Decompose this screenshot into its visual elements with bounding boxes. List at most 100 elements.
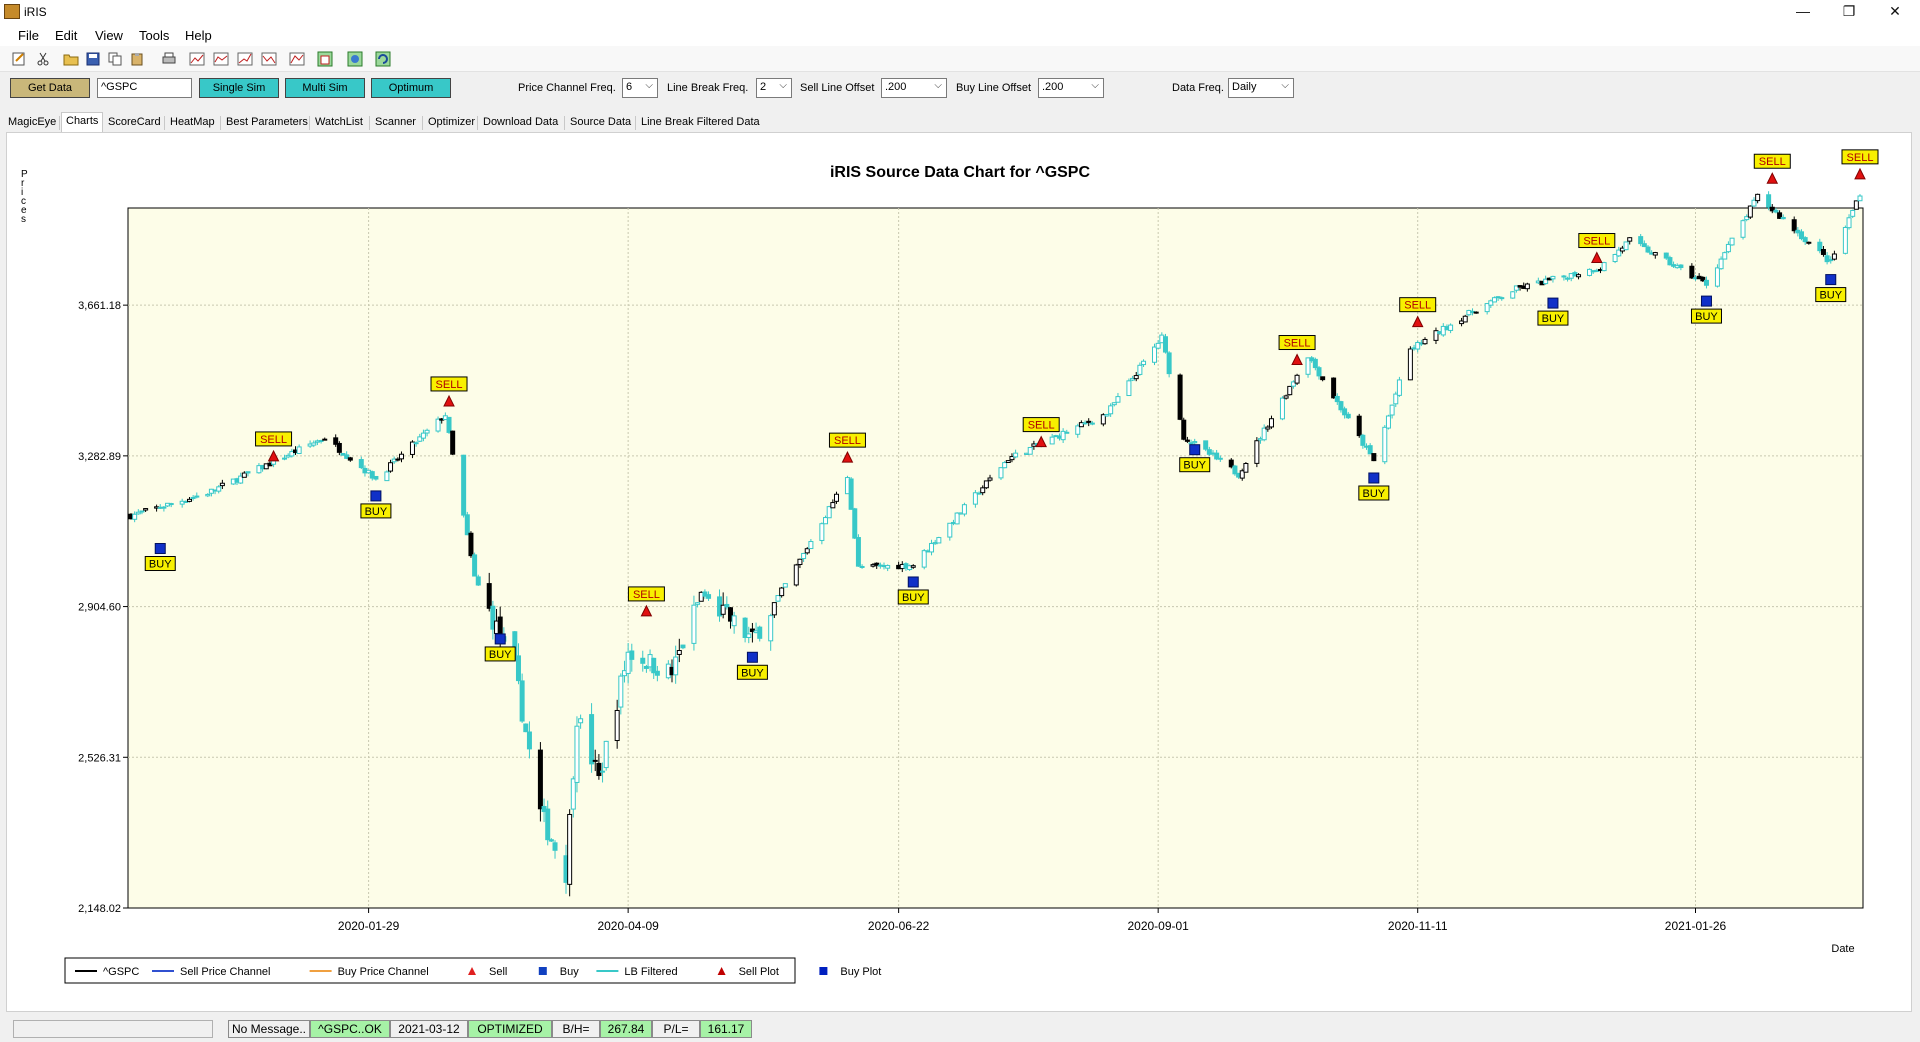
tab-best-parameters[interactable]: Best Parameters bbox=[226, 116, 308, 128]
optimum-button[interactable]: Optimum bbox=[371, 78, 451, 98]
candle-body bbox=[1086, 420, 1092, 423]
buy-offset-select[interactable]: .200 ⌵ bbox=[1038, 78, 1104, 98]
price-channel-select[interactable]: 6 ⌵ bbox=[622, 78, 658, 98]
chart-line-icon[interactable] bbox=[212, 50, 230, 68]
symbol-input[interactable]: ^GSPC bbox=[97, 78, 192, 98]
x-tick-label: 2020-01-29 bbox=[338, 919, 400, 933]
candle-body bbox=[629, 650, 635, 660]
close-button[interactable]: ✕ bbox=[1889, 3, 1901, 19]
candle-body bbox=[1638, 236, 1644, 245]
menu-edit[interactable]: Edit bbox=[55, 28, 78, 43]
candle-body bbox=[537, 749, 543, 810]
buy-label-box bbox=[1179, 457, 1211, 473]
chart-down-icon[interactable] bbox=[260, 50, 278, 68]
export-icon[interactable] bbox=[316, 50, 334, 68]
candle-body bbox=[373, 475, 379, 480]
candle-body bbox=[1316, 367, 1322, 377]
candle-body bbox=[651, 657, 657, 674]
save-icon[interactable] bbox=[84, 50, 102, 68]
candle-body bbox=[1217, 457, 1223, 460]
buy-marker bbox=[1189, 444, 1201, 456]
menu-tools[interactable]: Tools bbox=[139, 28, 170, 43]
candle-body bbox=[1283, 395, 1289, 399]
tab-scanner[interactable]: Scanner bbox=[375, 116, 416, 128]
data-freq-select[interactable]: Daily ⌵ bbox=[1228, 78, 1294, 98]
sell-marker bbox=[1854, 167, 1866, 180]
menu-help[interactable]: Help bbox=[185, 28, 212, 43]
sell-label: SELL bbox=[633, 589, 660, 601]
buy-marker bbox=[370, 490, 382, 502]
candle-body bbox=[1049, 436, 1055, 445]
copy-icon[interactable] bbox=[106, 50, 124, 68]
candle-body bbox=[771, 602, 777, 616]
candle-body bbox=[139, 510, 145, 513]
open-folder-icon[interactable] bbox=[62, 50, 80, 68]
candle-body bbox=[1385, 415, 1391, 429]
candle-body bbox=[1177, 374, 1183, 420]
get-data-button[interactable]: Get Data bbox=[10, 78, 90, 98]
candle-body bbox=[216, 486, 222, 492]
candle-body bbox=[808, 541, 814, 550]
tab-optimizer[interactable]: Optimizer bbox=[428, 116, 476, 128]
tab-watchlist[interactable]: WatchList bbox=[315, 116, 363, 128]
sell-label-box bbox=[627, 586, 665, 602]
new-icon[interactable] bbox=[10, 50, 28, 68]
tab-magiceye[interactable]: MagicEye bbox=[8, 116, 57, 128]
candle-body bbox=[1831, 253, 1837, 260]
record-icon[interactable] bbox=[346, 50, 364, 68]
candle-body bbox=[245, 471, 251, 474]
candle-body bbox=[519, 680, 525, 722]
candle-body bbox=[848, 478, 854, 510]
candle-body bbox=[859, 565, 865, 568]
sell-label-box bbox=[1578, 233, 1616, 249]
multi-sim-button[interactable]: Multi Sim bbox=[285, 78, 365, 98]
candle-body bbox=[1561, 275, 1567, 278]
print-icon[interactable] bbox=[160, 50, 178, 68]
candle-body bbox=[1714, 267, 1720, 287]
candle-body bbox=[600, 770, 606, 773]
candle-body bbox=[468, 532, 474, 557]
candle-body bbox=[1422, 338, 1428, 345]
sell-offset-select[interactable]: .200 ⌵ bbox=[881, 78, 947, 98]
candle-body bbox=[954, 512, 960, 525]
cut-icon[interactable] bbox=[34, 50, 52, 68]
candle-body bbox=[691, 604, 697, 644]
tab-scorecard[interactable]: ScoreCard bbox=[108, 116, 161, 128]
chart-icon[interactable] bbox=[188, 50, 206, 68]
candle-body bbox=[1415, 342, 1421, 350]
menu-file[interactable]: File bbox=[18, 28, 39, 43]
menu-view[interactable]: View bbox=[95, 28, 123, 43]
candle-body bbox=[1616, 249, 1622, 257]
line-break-select[interactable]: 2 ⌵ bbox=[756, 78, 792, 98]
candle-body bbox=[358, 459, 364, 469]
candle-body bbox=[475, 576, 481, 586]
tab-divider bbox=[369, 116, 370, 130]
price-channel-label: Price Channel Freq. bbox=[518, 82, 616, 94]
tab-download-data[interactable]: Download Data bbox=[483, 116, 559, 128]
candle-body bbox=[1367, 445, 1373, 455]
candle-body bbox=[1824, 255, 1830, 263]
candle-body bbox=[464, 514, 470, 536]
tab-heatmap[interactable]: HeatMap bbox=[170, 116, 215, 128]
candle-body bbox=[1729, 237, 1735, 246]
candle-body bbox=[1448, 324, 1454, 331]
paste-icon[interactable] bbox=[128, 50, 146, 68]
minimize-button[interactable]: — bbox=[1796, 3, 1810, 19]
maximize-button[interactable]: ❐ bbox=[1842, 3, 1856, 19]
single-sim-button[interactable]: Single Sim bbox=[199, 78, 279, 98]
candle-body bbox=[1009, 456, 1015, 461]
tab-charts[interactable]: Charts bbox=[61, 112, 104, 132]
chevron-down-icon: ⌵ bbox=[1281, 80, 1289, 91]
chart-settings-icon[interactable] bbox=[288, 50, 306, 68]
candle-body bbox=[618, 675, 624, 708]
chart-up-icon[interactable] bbox=[236, 50, 254, 68]
candle-body bbox=[1543, 278, 1549, 285]
sell-offset-label: Sell Line Offset bbox=[800, 82, 875, 94]
tab-line-break-filtered-data[interactable]: Line Break Filtered Data bbox=[641, 116, 760, 128]
tab-source-data[interactable]: Source Data bbox=[570, 116, 632, 128]
refresh-icon[interactable] bbox=[374, 50, 392, 68]
candle-body bbox=[1162, 336, 1168, 353]
candle-body bbox=[322, 438, 328, 441]
candle-body bbox=[1214, 452, 1220, 460]
plot-area bbox=[127, 207, 1864, 909]
